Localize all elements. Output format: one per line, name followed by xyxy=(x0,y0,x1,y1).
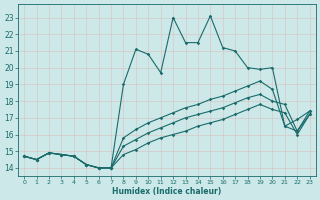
X-axis label: Humidex (Indice chaleur): Humidex (Indice chaleur) xyxy=(112,187,221,196)
